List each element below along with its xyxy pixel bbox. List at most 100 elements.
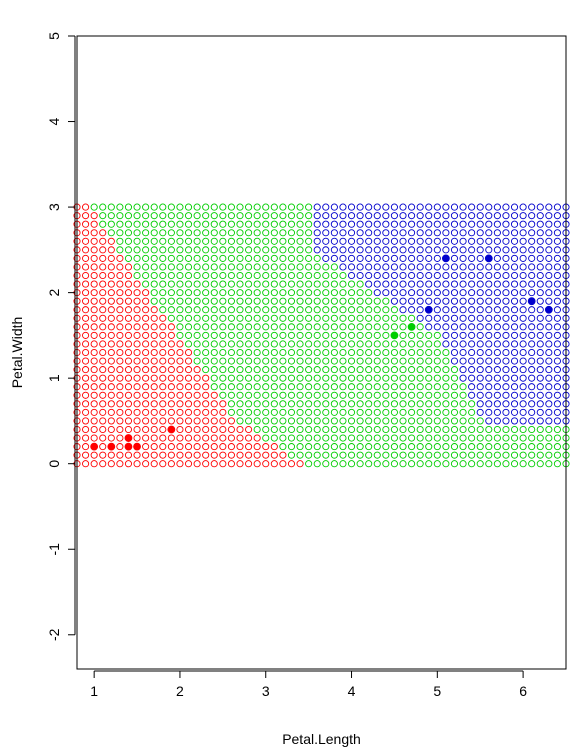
grid-point-green bbox=[356, 357, 364, 365]
grid-point-blue bbox=[433, 229, 441, 237]
grid-point-red bbox=[253, 460, 261, 468]
grid-point-green bbox=[202, 220, 210, 228]
grid-point-red bbox=[193, 434, 201, 442]
grid-point-green bbox=[245, 254, 253, 262]
grid-point-red bbox=[142, 425, 150, 434]
grid-point-blue bbox=[485, 374, 493, 382]
grid-point-blue bbox=[399, 237, 407, 245]
grid-point-green bbox=[416, 374, 424, 382]
grid-point-green bbox=[99, 220, 107, 228]
grid-point-blue bbox=[476, 331, 484, 339]
grid-point-green bbox=[305, 417, 313, 425]
grid-point-green bbox=[150, 229, 158, 237]
grid-point-blue bbox=[493, 229, 501, 237]
grid-point-red bbox=[99, 434, 107, 442]
grid-point-green bbox=[287, 348, 296, 357]
grid-point-red bbox=[150, 306, 158, 314]
grid-point-blue bbox=[553, 212, 561, 220]
grid-point-green bbox=[253, 425, 261, 434]
grid-point-green bbox=[425, 357, 433, 365]
grid-point-blue bbox=[528, 229, 536, 237]
grid-point-green bbox=[433, 417, 441, 425]
grid-point-green bbox=[176, 203, 184, 211]
grid-point-blue bbox=[425, 323, 433, 331]
grid-point-blue bbox=[390, 271, 398, 280]
grid-point-green bbox=[322, 383, 330, 391]
grid-point-red bbox=[270, 451, 278, 459]
grid-point-blue bbox=[536, 203, 544, 211]
grid-point-blue bbox=[485, 408, 493, 416]
grid-point-red bbox=[107, 297, 115, 305]
grid-point-blue bbox=[468, 340, 476, 348]
grid-point-green bbox=[279, 280, 287, 288]
grid-point-blue bbox=[476, 340, 484, 348]
grid-point-green bbox=[287, 451, 296, 459]
grid-point-blue bbox=[485, 271, 493, 280]
grid-point-green bbox=[305, 254, 313, 262]
grid-point-blue bbox=[442, 323, 450, 331]
grid-point-blue bbox=[339, 237, 347, 245]
grid-point-blue bbox=[493, 408, 501, 416]
grid-point-green bbox=[296, 289, 304, 297]
grid-point-green bbox=[450, 383, 459, 391]
grid-point-green bbox=[270, 408, 278, 416]
grid-point-green bbox=[150, 254, 158, 262]
grid-point-green bbox=[408, 391, 416, 399]
grid-point-blue bbox=[502, 271, 510, 280]
grid-point-red bbox=[124, 314, 133, 322]
grid-point-green bbox=[408, 434, 416, 442]
grid-point-red bbox=[270, 443, 278, 451]
grid-point-green bbox=[450, 366, 459, 374]
grid-point-green bbox=[287, 323, 296, 331]
grid-point-blue bbox=[433, 323, 441, 331]
grid-point-green bbox=[279, 297, 287, 305]
grid-point-red bbox=[99, 323, 107, 331]
grid-point-green bbox=[219, 237, 227, 245]
grid-point-blue bbox=[442, 212, 450, 220]
grid-point-blue bbox=[390, 203, 398, 211]
grid-point-red bbox=[193, 391, 201, 399]
grid-point-green bbox=[425, 425, 433, 434]
grid-point-green bbox=[227, 374, 235, 382]
grid-point-green bbox=[219, 391, 227, 399]
grid-point-red bbox=[116, 451, 124, 459]
grid-point-green bbox=[519, 451, 527, 459]
grid-point-green bbox=[313, 374, 321, 382]
grid-point-blue bbox=[330, 212, 338, 220]
grid-point-blue bbox=[347, 229, 356, 237]
grid-point-green bbox=[262, 246, 270, 254]
grid-point-green bbox=[184, 229, 193, 237]
grid-point-red bbox=[150, 331, 158, 339]
grid-point-green bbox=[193, 323, 201, 331]
grid-point-green bbox=[236, 220, 244, 228]
grid-point-green bbox=[365, 323, 373, 331]
grid-point-blue bbox=[510, 400, 519, 408]
grid-point-blue bbox=[493, 306, 501, 314]
grid-point-red bbox=[133, 383, 141, 391]
grid-point-red bbox=[82, 425, 90, 434]
grid-point-green bbox=[347, 280, 356, 288]
grid-point-red bbox=[159, 374, 167, 382]
grid-point-green bbox=[356, 400, 364, 408]
grid-point-green bbox=[133, 237, 141, 245]
grid-point-green bbox=[433, 451, 441, 459]
grid-point-green bbox=[124, 220, 133, 228]
grid-point-green bbox=[330, 314, 338, 322]
grid-point-red bbox=[90, 460, 98, 468]
grid-point-green bbox=[373, 314, 381, 322]
grid-point-green bbox=[296, 306, 304, 314]
grid-point-green bbox=[373, 331, 381, 339]
grid-point-blue bbox=[536, 254, 544, 262]
grid-point-blue bbox=[493, 391, 501, 399]
grid-point-green bbox=[373, 306, 381, 314]
grid-point-green bbox=[339, 357, 347, 365]
grid-point-green bbox=[459, 434, 467, 442]
grid-point-red bbox=[167, 460, 175, 468]
grid-point-green bbox=[167, 237, 175, 245]
grid-point-green bbox=[253, 271, 261, 280]
grid-point-red bbox=[184, 374, 193, 382]
grid-point-blue bbox=[408, 229, 416, 237]
grid-point-green bbox=[442, 417, 450, 425]
